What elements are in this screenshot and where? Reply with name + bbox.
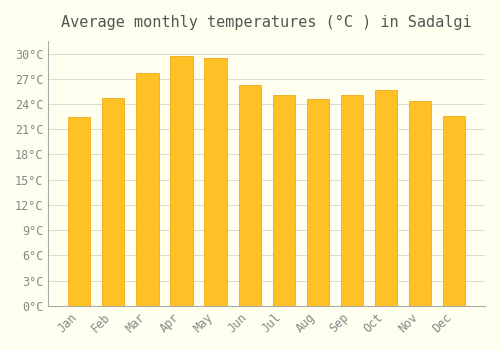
- Bar: [102, 98, 124, 306]
- Bar: [409, 102, 431, 306]
- Title: Average monthly temperatures (°C ) in Sadalgi: Average monthly temperatures (°C ) in Sa…: [62, 15, 472, 30]
- Bar: [136, 73, 158, 306]
- Bar: [306, 99, 329, 306]
- Bar: [170, 56, 192, 306]
- Bar: [443, 116, 465, 306]
- Bar: [204, 58, 227, 306]
- Bar: [272, 95, 295, 306]
- Bar: [341, 95, 363, 306]
- Bar: [375, 90, 397, 306]
- Bar: [238, 85, 260, 306]
- Bar: [68, 117, 90, 306]
